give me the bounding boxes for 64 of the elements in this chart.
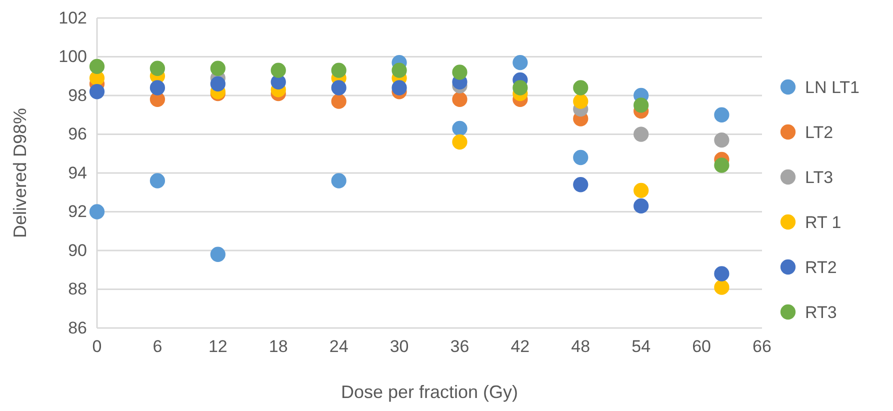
y-tick-label: 88 — [68, 280, 87, 299]
legend-label: LT2 — [805, 123, 834, 142]
x-tick-label: 54 — [632, 337, 651, 356]
point — [392, 62, 407, 78]
legend-label: RT2 — [805, 258, 837, 277]
y-tick-label: 94 — [68, 163, 87, 182]
y-tick-label: 90 — [68, 240, 87, 260]
point — [150, 173, 166, 188]
point — [89, 84, 105, 100]
point — [452, 120, 468, 136]
x-tick-label: 24 — [329, 337, 348, 356]
y-tick-label: 92 — [68, 202, 87, 222]
point — [210, 60, 226, 76]
point — [634, 98, 649, 113]
point — [331, 94, 346, 109]
point — [512, 55, 528, 70]
y-tick-label: 98 — [68, 86, 87, 105]
point — [714, 280, 730, 295]
point — [331, 173, 346, 188]
point — [331, 80, 346, 96]
point — [452, 92, 468, 107]
y-tick-label: 102 — [58, 8, 87, 28]
legend-label: RT3 — [805, 303, 837, 322]
point — [573, 94, 588, 109]
point — [573, 80, 588, 96]
y-axis-title: Delivered D98% — [10, 108, 30, 238]
point — [150, 80, 166, 96]
point — [714, 158, 730, 173]
point — [634, 198, 649, 214]
point — [150, 60, 166, 76]
point — [270, 62, 286, 78]
point — [634, 182, 649, 198]
legend-label: LT3 — [805, 168, 834, 187]
point — [452, 64, 468, 80]
legend-label: LN LT1 — [805, 78, 860, 97]
x-axis-title: Dose per fraction (Gy) — [340, 382, 518, 402]
point — [331, 62, 346, 78]
x-tick-label: 36 — [450, 337, 470, 356]
point — [452, 134, 468, 150]
point — [89, 204, 105, 220]
point — [714, 107, 730, 122]
x-tick-label: 18 — [268, 337, 288, 356]
x-tick-label: 48 — [571, 337, 590, 356]
point — [392, 80, 407, 96]
x-tick-label: 0 — [92, 337, 102, 356]
x-tick-label: 60 — [692, 337, 712, 356]
point — [512, 80, 528, 96]
y-tick-label: 86 — [68, 318, 87, 338]
point — [573, 150, 588, 166]
x-tick-label: 66 — [752, 337, 772, 356]
point — [634, 126, 649, 142]
point — [210, 76, 226, 92]
point — [714, 266, 730, 282]
point — [573, 177, 588, 192]
x-tick-label: 6 — [152, 337, 162, 356]
x-tick-label: 30 — [390, 337, 409, 356]
legend-label: RT 1 — [805, 213, 842, 232]
point — [89, 58, 105, 74]
y-tick-label: 96 — [68, 124, 87, 144]
point — [714, 132, 730, 148]
point — [210, 246, 226, 262]
x-tick-label: 12 — [208, 337, 228, 356]
x-tick-label: 42 — [510, 337, 530, 356]
y-tick-label: 100 — [58, 47, 87, 66]
